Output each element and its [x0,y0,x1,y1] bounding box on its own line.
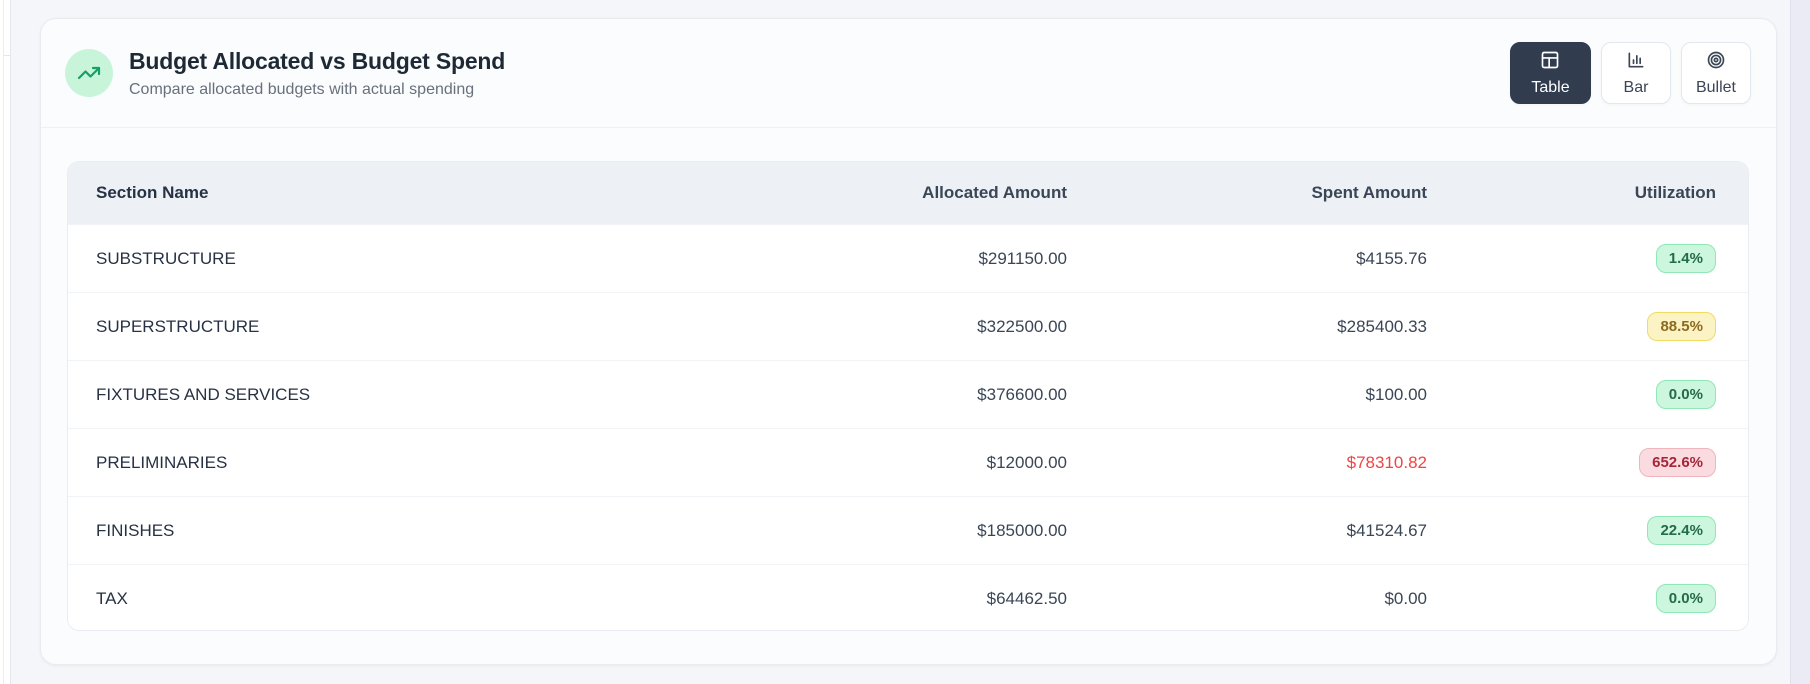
budget-table: Section Name Allocated Amount Spent Amou… [67,161,1749,631]
column-header-section-name: Section Name [96,183,209,202]
view-toggle-group: Table Bar [1509,42,1751,104]
left-panel-edge [0,0,11,684]
table-header-row: Section Name Allocated Amount Spent Amou… [68,162,1748,224]
trending-up-icon [65,49,113,97]
allocated-amount-cell: $64462.50 [986,588,1067,608]
table-row: FINISHES $185000.00 $41524.67 22.4% [68,496,1748,564]
table-row: SUBSTRUCTURE $291150.00 $4155.76 1.4% [68,224,1748,292]
table-row: PRELIMINARIES $12000.00 $78310.82 652.6% [68,428,1748,496]
page-title: Budget Allocated vs Budget Spend [129,47,506,74]
utilization-badge: 0.0% [1655,380,1716,409]
table-row: TAX $64462.50 $0.00 0.0% [68,564,1748,630]
section-name-cell: SUPERSTRUCTURE [96,316,260,336]
view-button-label: Bar [1623,78,1649,96]
widget-header: Budget Allocated vs Budget Spend Compare… [41,19,1776,128]
allocated-amount-cell: $291150.00 [978,248,1067,268]
view-button-bullet[interactable]: Bullet [1680,42,1751,104]
section-name-cell: TAX [96,588,128,608]
spent-amount-cell: $100.00 [1365,384,1427,404]
allocated-amount-cell: $322500.00 [977,316,1067,336]
view-button-table[interactable]: Table [1509,42,1591,104]
left-panel-divider [3,55,11,56]
section-name-cell: SUBSTRUCTURE [96,248,236,268]
view-button-label: Bullet [1695,78,1736,96]
spent-amount-cell: $41524.67 [1346,520,1427,540]
bar-chart-icon [1626,50,1646,75]
utilization-badge: 652.6% [1639,448,1716,477]
column-header-utilization: Utilization [1634,183,1716,202]
spent-amount-cell: $78310.82 [1346,452,1427,472]
utilization-cell: 22.4% [1427,516,1748,545]
utilization-badge: 22.4% [1647,516,1716,545]
utilization-cell: 1.4% [1427,244,1748,273]
table-row: SUPERSTRUCTURE $322500.00 $285400.33 88.… [68,292,1748,360]
allocated-amount-cell: $376600.00 [977,384,1067,404]
utilization-cell: 0.0% [1427,584,1748,613]
view-button-label: Table [1531,78,1570,96]
utilization-badge: 0.0% [1655,584,1716,613]
utilization-badge: 88.5% [1647,312,1716,341]
spent-amount-cell: $4155.76 [1356,248,1427,268]
section-name-cell: PRELIMINARIES [96,452,228,472]
table-body: SUBSTRUCTURE $291150.00 $4155.76 1.4% SU… [68,224,1748,630]
view-button-bar[interactable]: Bar [1600,42,1671,104]
spent-amount-cell: $0.00 [1384,588,1427,608]
table-row: FIXTURES AND SERVICES $376600.00 $100.00… [68,360,1748,428]
left-panel-edge-line [3,0,4,684]
table-icon [1540,50,1560,75]
allocated-amount-cell: $12000.00 [986,452,1067,472]
spent-amount-cell: $285400.33 [1337,316,1427,336]
allocated-amount-cell: $185000.00 [977,520,1067,540]
page-subtitle: Compare allocated budgets with actual sp… [129,80,475,98]
bullet-target-icon [1706,50,1726,75]
utilization-cell: 652.6% [1427,448,1748,477]
section-name-cell: FINISHES [96,520,175,540]
column-header-spent-amount: Spent Amount [1311,183,1427,202]
section-name-cell: FIXTURES AND SERVICES [96,384,311,404]
right-scroll-track[interactable] [1790,0,1810,684]
utilization-cell: 88.5% [1427,312,1748,341]
budget-widget-card: Budget Allocated vs Budget Spend Compare… [40,18,1777,665]
utilization-badge: 1.4% [1655,244,1716,273]
column-header-allocated-amount: Allocated Amount [922,183,1067,202]
utilization-cell: 0.0% [1427,380,1748,409]
